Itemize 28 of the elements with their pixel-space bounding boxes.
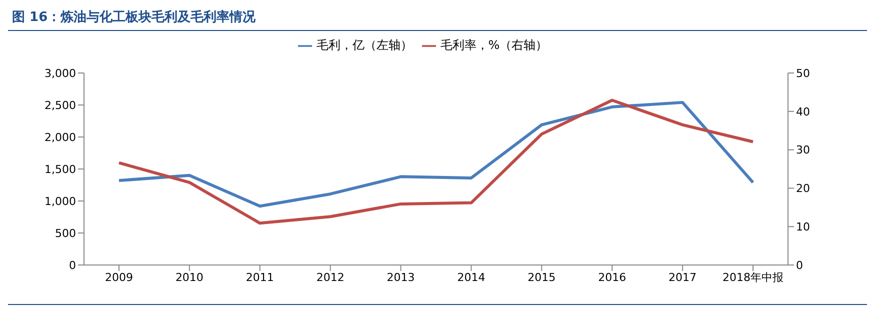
y-tick-label: 2,000: [44, 130, 76, 144]
y2-tick-label: 10: [796, 220, 810, 234]
x-tick-label: 2010: [175, 270, 204, 284]
line-series: [118, 100, 754, 208]
legend-label: 毛利率，%（右轴）: [440, 38, 548, 52]
x-tick-label: 2016: [598, 270, 626, 284]
line-series: [118, 98, 754, 225]
y-tick-label: 2,500: [44, 98, 76, 112]
y2-tick-label: 30: [796, 144, 810, 157]
y2-tick-label: 20: [796, 182, 810, 196]
y-tick-label: 0: [69, 258, 76, 272]
x-tick-label: 2011: [246, 270, 274, 284]
x-tick-label: 2013: [386, 270, 415, 284]
y2-tick-label: 40: [796, 105, 810, 118]
x-tick-label: 2014: [457, 270, 486, 284]
x-tick-label: 2009: [105, 270, 133, 284]
x-tick-label: 2017: [668, 270, 697, 284]
x-tick-label: 2012: [316, 270, 344, 284]
chart-title: 图 16：炼油与化工板块毛利及毛利率情况: [8, 8, 867, 31]
y2-tick-label: 0: [796, 258, 803, 272]
legend-label: 毛利，亿（左轴）: [316, 38, 412, 52]
y-tick-label: 3,000: [44, 66, 76, 80]
y2-tick-label: 50: [796, 66, 810, 80]
x-tick-label: 2015: [528, 270, 556, 284]
y-tick-label: 500: [55, 226, 76, 240]
x-tick-label: 2018年中报: [722, 270, 784, 284]
y-tick-label: 1,000: [44, 194, 76, 208]
y-tick-label: 1,500: [44, 162, 76, 176]
